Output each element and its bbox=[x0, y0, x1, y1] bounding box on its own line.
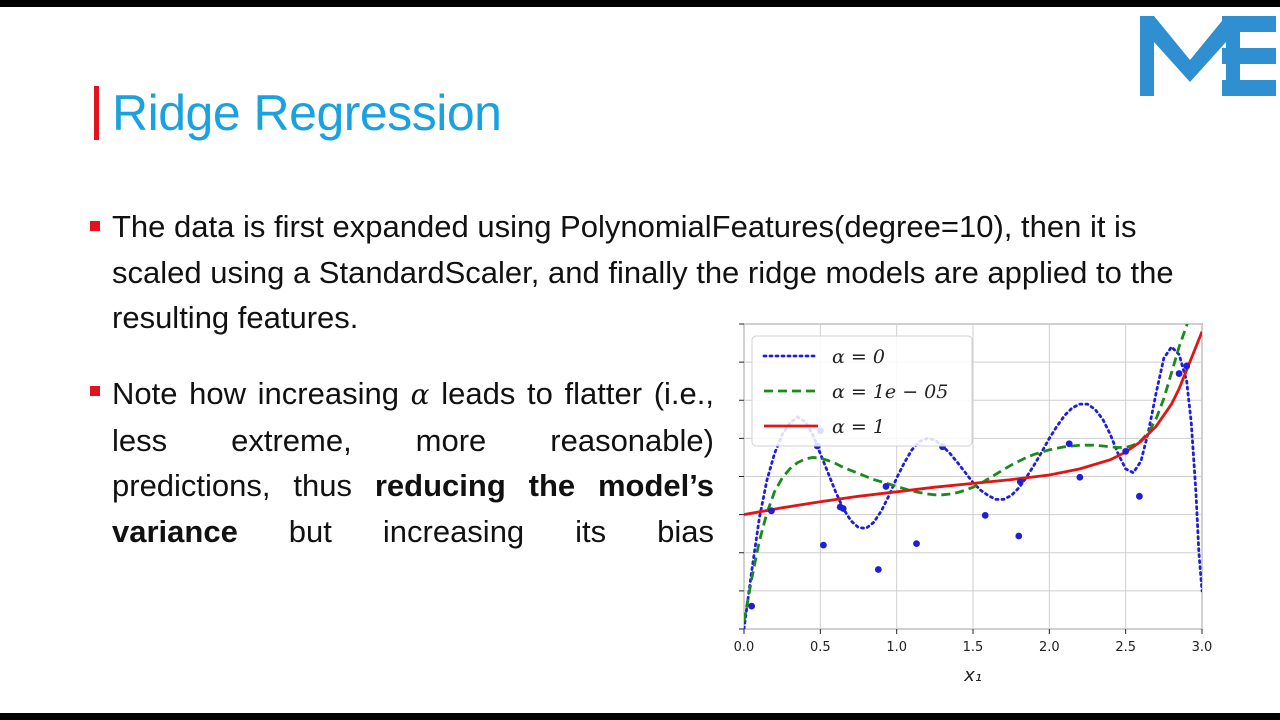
x-tick-label: 1.0 bbox=[886, 640, 907, 655]
bullet-2-text-mid: leads to flatter (i.e., less extreme, mo… bbox=[112, 376, 714, 503]
slide-title: Ridge Regression bbox=[112, 85, 502, 141]
ridge-regression-chart: 0.0 0.5 1.0 1.5 2.0 2.5 3.0 α = 0α = 1e − 05α … bbox=[734, 323, 1213, 686]
data-point bbox=[882, 483, 890, 490]
data-point bbox=[1076, 473, 1084, 481]
slide-title-row: Ridge Regression bbox=[94, 82, 502, 144]
brand-logo bbox=[1140, 16, 1276, 96]
plot-series bbox=[744, 324, 1202, 629]
logo-e-top bbox=[1222, 16, 1276, 32]
logo-e-bottom bbox=[1222, 80, 1276, 96]
series-line-1 bbox=[744, 344, 1202, 629]
logo-e-mid bbox=[1222, 48, 1276, 64]
data-point bbox=[1016, 478, 1024, 486]
data-point bbox=[839, 505, 847, 512]
data-point bbox=[913, 540, 920, 547]
x-tick-label: 2.5 bbox=[1115, 640, 1136, 655]
bottom-border bbox=[0, 713, 1280, 720]
title-accent-bar bbox=[94, 86, 99, 140]
bullet-2-text-start: Note how increasing bbox=[112, 376, 411, 411]
x-tick-label: 0.5 bbox=[810, 640, 831, 655]
data-point bbox=[1175, 370, 1183, 377]
data-point bbox=[1136, 492, 1143, 500]
logo-m-shape bbox=[1140, 16, 1240, 96]
data-point bbox=[1122, 447, 1130, 455]
data-point bbox=[819, 541, 827, 549]
series-line-3 bbox=[744, 331, 1202, 516]
legend-label-3: α = 1 bbox=[832, 416, 885, 438]
data-point bbox=[768, 507, 775, 515]
bullet-text-1: The data is first expanded using Polynom… bbox=[112, 209, 1174, 335]
x-tick-label: 2.0 bbox=[1039, 640, 1060, 655]
legend-label-2: α = 1e − 05 bbox=[832, 381, 948, 403]
x-tick-label: 3.0 bbox=[1192, 640, 1213, 655]
data-point bbox=[1065, 440, 1073, 448]
top-border bbox=[0, 0, 1280, 7]
data-point bbox=[1015, 532, 1023, 540]
bullet-text-2: Note how increasing α leads to flatter (… bbox=[112, 371, 714, 554]
x-axis-label: x₁ bbox=[963, 665, 982, 686]
data-point bbox=[874, 566, 882, 573]
x-tick-label: 1.5 bbox=[963, 640, 984, 655]
chart-legend: α = 0 α = 1e − 05 α = 1 bbox=[751, 335, 973, 447]
x-tick-label: 0.0 bbox=[734, 640, 755, 655]
bullet-2-text-end: but increasing its bias bbox=[237, 513, 714, 549]
data-point bbox=[748, 602, 756, 610]
series-line-2 bbox=[744, 324, 1189, 622]
data-point bbox=[981, 511, 989, 519]
axis-ticks: 0.0 0.5 1.0 1.5 2.0 2.5 3.0 bbox=[734, 323, 1213, 655]
alpha-symbol: α bbox=[410, 378, 430, 411]
data-point bbox=[1183, 362, 1191, 370]
bullet-square-2 bbox=[90, 386, 100, 396]
legend-label-1: α = 0 bbox=[832, 346, 885, 368]
bullet-2-bold-text: reducing the model’s variance bbox=[112, 468, 714, 549]
bullet-square-1 bbox=[90, 221, 100, 231]
legend-box bbox=[751, 335, 973, 447]
